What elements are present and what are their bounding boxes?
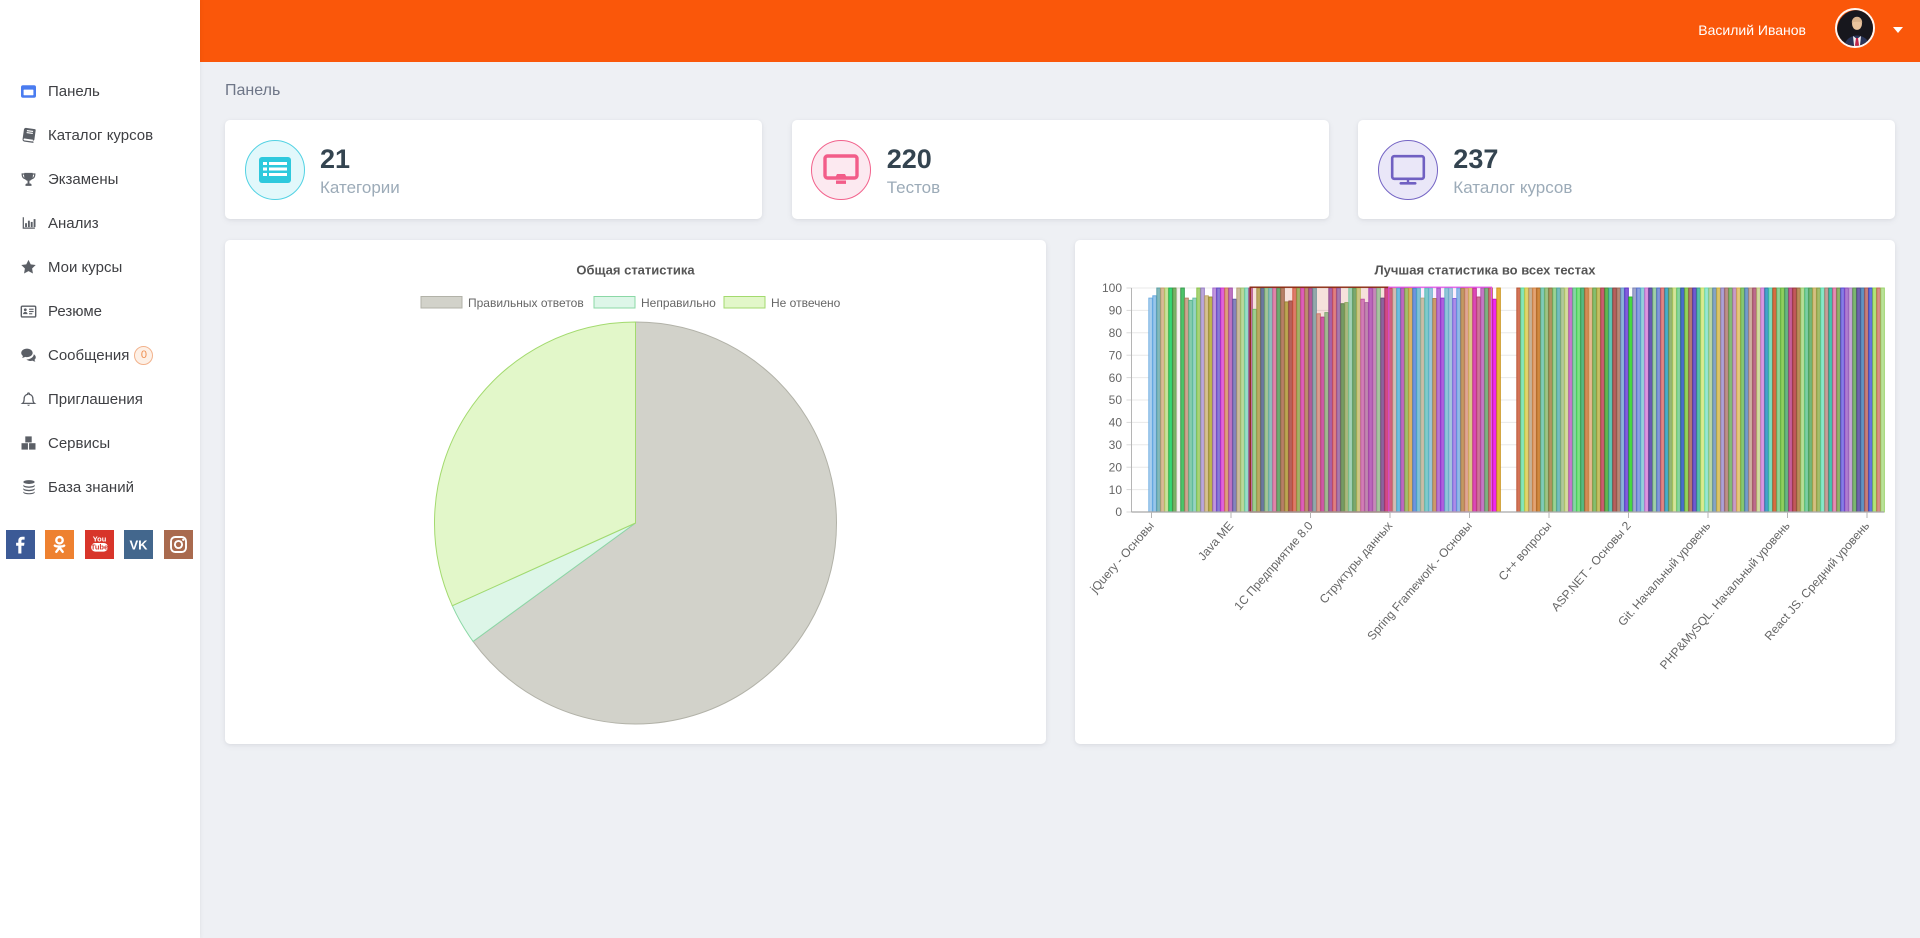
- svg-text:10: 10: [1109, 483, 1123, 497]
- svg-text:VK: VK: [130, 538, 149, 553]
- svg-text:80: 80: [1109, 326, 1123, 340]
- svg-text:40: 40: [1109, 416, 1123, 430]
- svg-text:C++ вопросы: C++ вопросы: [1496, 519, 1555, 584]
- svg-text:30: 30: [1109, 438, 1123, 452]
- svg-text:1С Предприятие 8.0: 1С Предприятие 8.0: [1231, 519, 1316, 613]
- svg-text:PHP&MySQL. Начальный уровень: PHP&MySQL. Начальный уровень: [1657, 519, 1793, 672]
- svg-text:Правильных ответов: Правильных ответов: [468, 296, 584, 310]
- svg-text:Git. Начальный уровень: Git. Начальный уровень: [1615, 519, 1713, 629]
- svg-text:Лучшая статистика во всех тест: Лучшая статистика во всех тестах: [1375, 263, 1597, 278]
- svg-text:Tube: Tube: [91, 543, 108, 552]
- svg-text:Структуры данных: Структуры данных: [1317, 519, 1396, 607]
- svg-text:60: 60: [1109, 371, 1123, 385]
- svg-text:jQuery - Основы: jQuery - Основы: [1087, 519, 1157, 597]
- svg-text:50: 50: [1109, 393, 1123, 407]
- svg-text:ASP.NET - Основы 2: ASP.NET - Основы 2: [1548, 519, 1633, 614]
- svg-text:90: 90: [1109, 304, 1123, 318]
- svg-text:Не отвечено: Не отвечено: [771, 296, 841, 310]
- svg-text:70: 70: [1109, 348, 1123, 362]
- svg-text:You: You: [92, 535, 106, 544]
- svg-text:20: 20: [1109, 460, 1123, 474]
- svg-text:Неправильно: Неправильно: [641, 296, 716, 310]
- svg-text:100: 100: [1102, 281, 1122, 295]
- svg-text:Java ME: Java ME: [1195, 519, 1236, 563]
- svg-text:0: 0: [1115, 505, 1122, 519]
- svg-text:Общая статистика: Общая статистика: [576, 263, 695, 278]
